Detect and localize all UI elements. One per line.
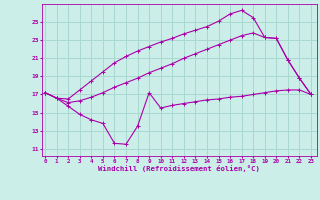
X-axis label: Windchill (Refroidissement éolien,°C): Windchill (Refroidissement éolien,°C) (98, 165, 260, 172)
